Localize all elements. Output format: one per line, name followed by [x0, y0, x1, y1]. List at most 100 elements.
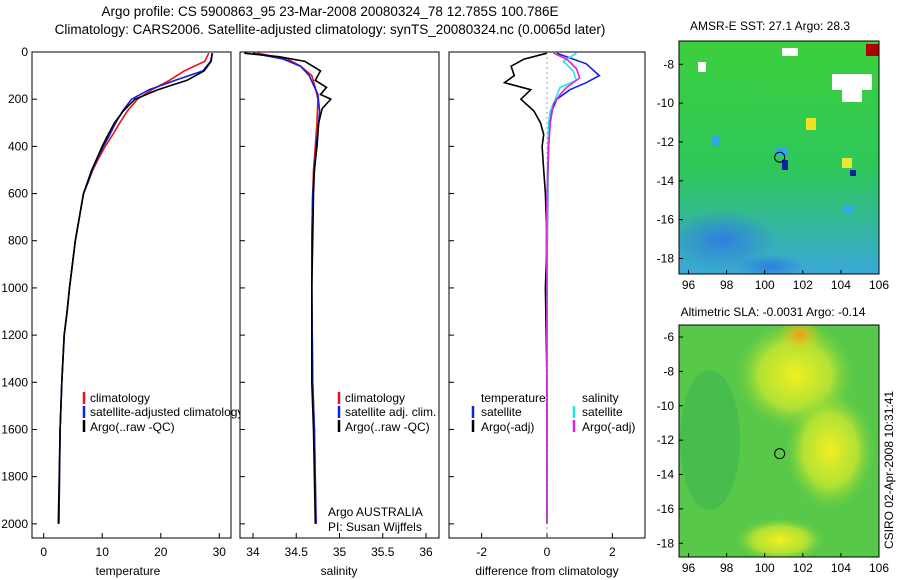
p1-ytick-label: 600: [8, 187, 28, 201]
p1-ytick-label: 0: [21, 45, 28, 59]
sst-warm-cell-2: [806, 118, 816, 130]
sla-map-panel: Altimetric SLA: -0.0031 Argo: -0.14 96 98…: [657, 305, 890, 575]
m2-ytick-label: -6: [663, 330, 674, 344]
sst-cloud-4: [698, 62, 706, 72]
p3-xtick-label: -2: [476, 545, 487, 559]
m1-ytick-label: -16: [657, 213, 675, 227]
m1-ytick-label: -12: [657, 135, 675, 149]
sst-cold-cell-1: [850, 170, 856, 176]
legend-t-argo-label: Argo(-adj): [481, 420, 534, 434]
sla-map-title: Altimetric SLA: -0.0031 Argo: -0.14: [681, 305, 866, 319]
p1-ytick-label: 1600: [1, 422, 28, 436]
sst-cool-cell-2: [776, 148, 788, 156]
difference-panel: -2 0 2 difference from climatology tempera…: [448, 51, 646, 578]
m2-xtick-label: 98: [720, 561, 734, 575]
m1-ytick-label: -14: [657, 174, 675, 188]
sst-cloud-1: [782, 48, 798, 56]
sst-cold-cell-2: [782, 160, 788, 170]
temperature-xlabel: temperature: [96, 564, 161, 578]
p1-ytick-label: 1000: [1, 281, 28, 295]
m2-ytick-label: -16: [657, 502, 675, 516]
p2-xtick-label: 35: [333, 545, 347, 559]
sst-warm-cell-1: [866, 44, 879, 56]
legend-salinity-title: salinity: [582, 391, 619, 405]
sst-cool-patch-s: [735, 254, 805, 274]
sst-map-panel: AMSR-E SST: 27.1 Argo: 28.3 96 98 100 102 10…: [657, 19, 890, 292]
m2-xtick-label: 100: [755, 561, 775, 575]
m2-ytick-label: -12: [657, 433, 675, 447]
legend-climatology-label: climatology: [90, 391, 150, 405]
m1-ytick-label: -8: [663, 57, 674, 71]
title-line-1: Argo profile: CS 5900863_95 23-Mar-2008 …: [101, 4, 559, 19]
m1-xtick-label: 100: [755, 278, 775, 292]
sst-cool-cell-3: [844, 206, 854, 214]
p2-xtick-label: 35.5: [371, 545, 395, 559]
legend-s-argodiff-label: Argo(-adj): [582, 420, 635, 434]
sla-low-west: [680, 370, 740, 510]
p2-xtick-label: 34.5: [285, 545, 309, 559]
temperature-panel: 0 10 20 30 0 200 400 600 800 1000 1200 1400 1600 1800…: [1, 45, 243, 578]
m2-ytick-label: -14: [657, 468, 675, 482]
sst-field: [679, 41, 879, 274]
p3-xtick-label: 0: [544, 545, 551, 559]
p2-xtick-label: 34: [246, 545, 260, 559]
sst-warm-cell-3: [842, 158, 852, 168]
m1-ytick-label: -18: [657, 251, 675, 265]
m2-ytick-label: -18: [657, 536, 675, 550]
salinity-legend: climatology satellite adj. clim. Argo(..…: [337, 391, 436, 434]
p1-ytick-label: 800: [8, 234, 28, 248]
p1-ytick-label: 1200: [1, 328, 28, 342]
temperature-axes-box: [31, 51, 232, 539]
sst-cloud-2: [832, 74, 872, 90]
m2-ytick-label: -8: [663, 364, 674, 378]
legend-argo-label: Argo(..raw -QC): [90, 420, 175, 434]
salinity-axes-box: [239, 51, 440, 539]
difference-xlabel: difference from climatology: [475, 564, 618, 578]
argo-australia-text: Argo AUSTRALIA: [328, 505, 423, 519]
sst-cool-patch-sw: [679, 210, 777, 270]
p1-ytick-label: 1400: [1, 375, 28, 389]
sst-float-marker: [774, 151, 786, 163]
salinity-panel: 34 34.5 35 35.5 36 salinity climatology sate…: [239, 51, 440, 578]
temperature-legend: climatology satellite-adjusted climatolo…: [82, 391, 243, 434]
p1-ytick-label: 2000: [1, 517, 28, 531]
p2-series-argo-raw-qc-: [244, 52, 333, 524]
p1-xtick-label: 20: [154, 545, 168, 559]
sst-cloud-3: [842, 90, 862, 102]
p1-ytick-label: 1800: [1, 470, 28, 484]
m1-xtick-label: 102: [793, 278, 813, 292]
sla-high-east: [785, 390, 875, 510]
salinity-xlabel: salinity: [321, 564, 358, 578]
m1-xtick-label: 98: [720, 278, 734, 292]
legend-temperature-title: temperature: [481, 391, 546, 405]
p1-xtick-label: 0: [40, 545, 47, 559]
m2-xtick-label: 102: [793, 561, 813, 575]
sst-map-title: AMSR-E SST: 27.1 Argo: 28.3: [690, 19, 850, 33]
m2-ytick-label: -10: [657, 399, 675, 413]
difference-legend: temperature salinity satellite Argo(-adj…: [471, 391, 635, 434]
m1-ytick-label: -10: [657, 96, 675, 110]
m1-xtick-label: 96: [682, 278, 696, 292]
sla-map-frame: [678, 324, 880, 558]
legend-s-climatology-label: climatology: [345, 391, 405, 405]
sla-high-south: [735, 518, 825, 557]
m1-xtick-label: 104: [831, 278, 851, 292]
sla-peak: [778, 325, 822, 351]
legend-sat-adj-label: satellite-adjusted climatology: [90, 405, 243, 419]
sst-cool-cell-1: [712, 136, 720, 146]
p1-ytick-label: 400: [8, 139, 28, 153]
m2-xtick-label: 106: [869, 561, 889, 575]
legend-s-argo-label: Argo(..raw -QC): [345, 420, 430, 434]
legend-s-satellite-label: satellite: [582, 405, 623, 419]
title-line-2: Climatology: CARS2006. Satellite-adjuste…: [54, 22, 606, 37]
legend-s-satadj-label: satellite adj. clim.: [345, 405, 436, 419]
sst-map-frame: [678, 40, 880, 275]
m2-xtick-label: 96: [682, 561, 696, 575]
sla-float-marker: [774, 448, 786, 460]
csiro-timestamp: CSIRO 02-Apr-2008 10:31:41: [882, 391, 896, 549]
p3-xtick-label: 2: [609, 545, 616, 559]
m2-xtick-label: 104: [831, 561, 851, 575]
pi-name-text: PI: Susan Wijffels: [328, 520, 422, 534]
m1-xtick-label: 106: [869, 278, 889, 292]
